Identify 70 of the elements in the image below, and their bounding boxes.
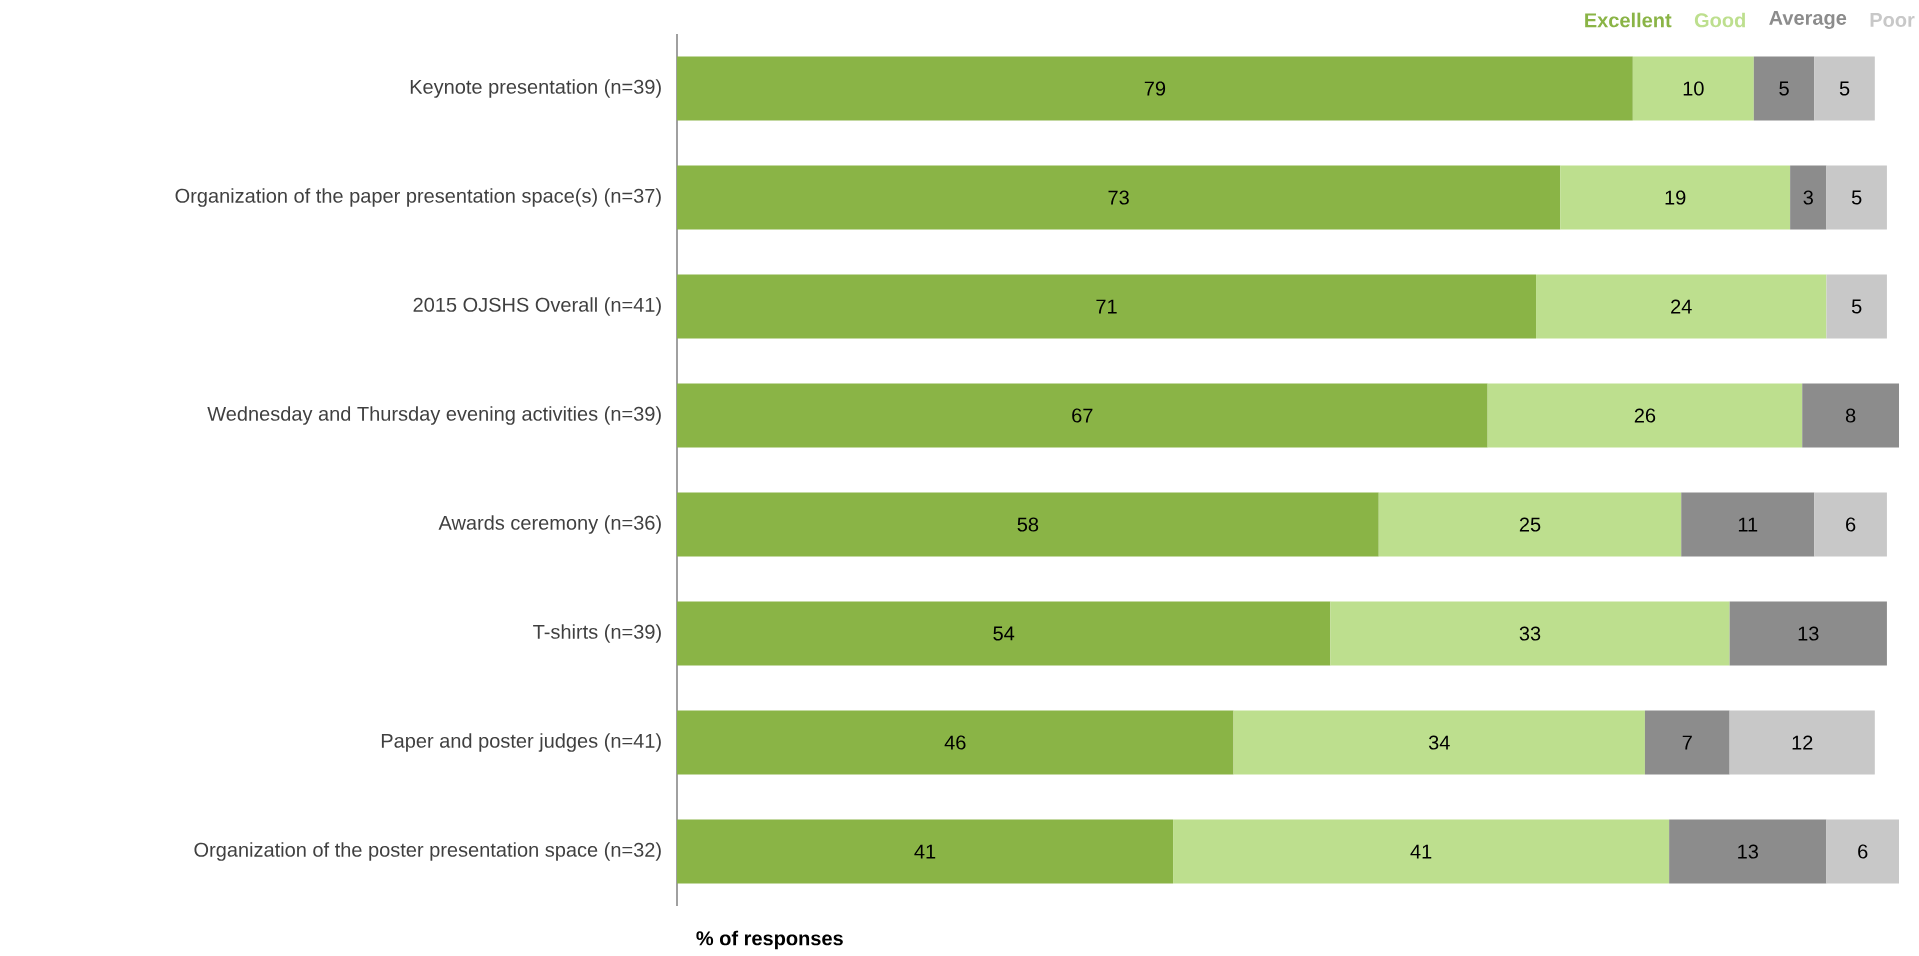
data-label: 3 — [1803, 190, 1813, 205]
y-tick-label: T-shirts (n=39) — [533, 624, 661, 643]
bar — [677, 710, 1234, 775]
data-label: 33 — [1519, 626, 1541, 641]
bar — [1681, 492, 1815, 557]
bar — [1644, 710, 1730, 775]
data-label: 54 — [993, 626, 1015, 641]
data-label: 71 — [1096, 299, 1117, 314]
bar — [1669, 819, 1827, 884]
data-label: 13 — [1798, 626, 1819, 641]
data-label: 67 — [1072, 408, 1093, 423]
data-label: 6 — [1858, 844, 1868, 859]
data-label: 24 — [1671, 299, 1692, 314]
y-tick-label: Paper and poster judges (n=41) — [381, 733, 661, 752]
bar — [1378, 492, 1682, 557]
data-label: 19 — [1665, 190, 1686, 205]
bar — [1487, 383, 1803, 448]
data-label: 25 — [1519, 517, 1541, 532]
bar — [1560, 165, 1791, 230]
bar — [1632, 56, 1754, 121]
data-label: 10 — [1683, 81, 1704, 96]
bar — [1729, 710, 1875, 775]
data-label: 58 — [1017, 517, 1039, 532]
bar — [677, 492, 1379, 557]
bar — [1814, 492, 1887, 557]
data-label: 34 — [1428, 735, 1450, 750]
data-label: 6 — [1846, 517, 1856, 532]
bar — [1802, 383, 1900, 448]
bar — [1790, 165, 1827, 230]
bar — [1536, 274, 1827, 339]
y-tick-label: Awards ceremony (n=36) — [438, 515, 661, 534]
bar — [1826, 819, 1900, 884]
y-tick-label: Wednesday and Thursday evening activities (n=39) — [207, 406, 661, 425]
bar — [1173, 819, 1670, 884]
bar — [1753, 56, 1815, 121]
bar — [677, 383, 1488, 448]
bar — [677, 274, 1537, 339]
series-label: Average — [1769, 11, 1847, 29]
data-label: 41 — [914, 844, 936, 859]
y-tick-label: Organization of the poster presentation space (n=32) — [194, 842, 661, 861]
y-tick-label: Organization of the paper presentation space(s) (n=37) — [175, 188, 661, 207]
data-label: 5 — [1839, 81, 1850, 96]
series-label: Good — [1694, 12, 1745, 28]
data-label: 26 — [1634, 408, 1656, 423]
bar — [677, 819, 1174, 884]
data-label: 13 — [1738, 844, 1759, 859]
data-label: 7 — [1682, 735, 1692, 750]
series-label: Excellent — [1585, 12, 1672, 28]
bar — [1729, 601, 1887, 666]
y-tick-label: Keynote presentation (n=39) — [410, 79, 661, 98]
bar — [1330, 601, 1730, 666]
data-label: 5 — [1851, 190, 1862, 205]
bar — [677, 56, 1633, 121]
data-label: 79 — [1144, 81, 1166, 96]
data-label: 46 — [944, 735, 966, 750]
data-label: 11 — [1738, 517, 1758, 532]
bar — [677, 165, 1561, 230]
bar — [677, 601, 1331, 666]
data-label: 8 — [1845, 408, 1856, 423]
data-label: 5 — [1851, 299, 1862, 314]
bar — [1814, 56, 1875, 121]
data-label: 5 — [1779, 81, 1789, 96]
bar — [1233, 710, 1645, 775]
bar — [1826, 165, 1887, 230]
data-label: 41 — [1410, 844, 1432, 859]
data-label: 12 — [1792, 735, 1813, 750]
data-label: 73 — [1108, 190, 1129, 205]
y-tick-label: 2015 OJSHS Overall (n=41) — [413, 297, 661, 316]
x-axis-title: % of responses — [696, 930, 843, 950]
bar — [1826, 274, 1887, 339]
